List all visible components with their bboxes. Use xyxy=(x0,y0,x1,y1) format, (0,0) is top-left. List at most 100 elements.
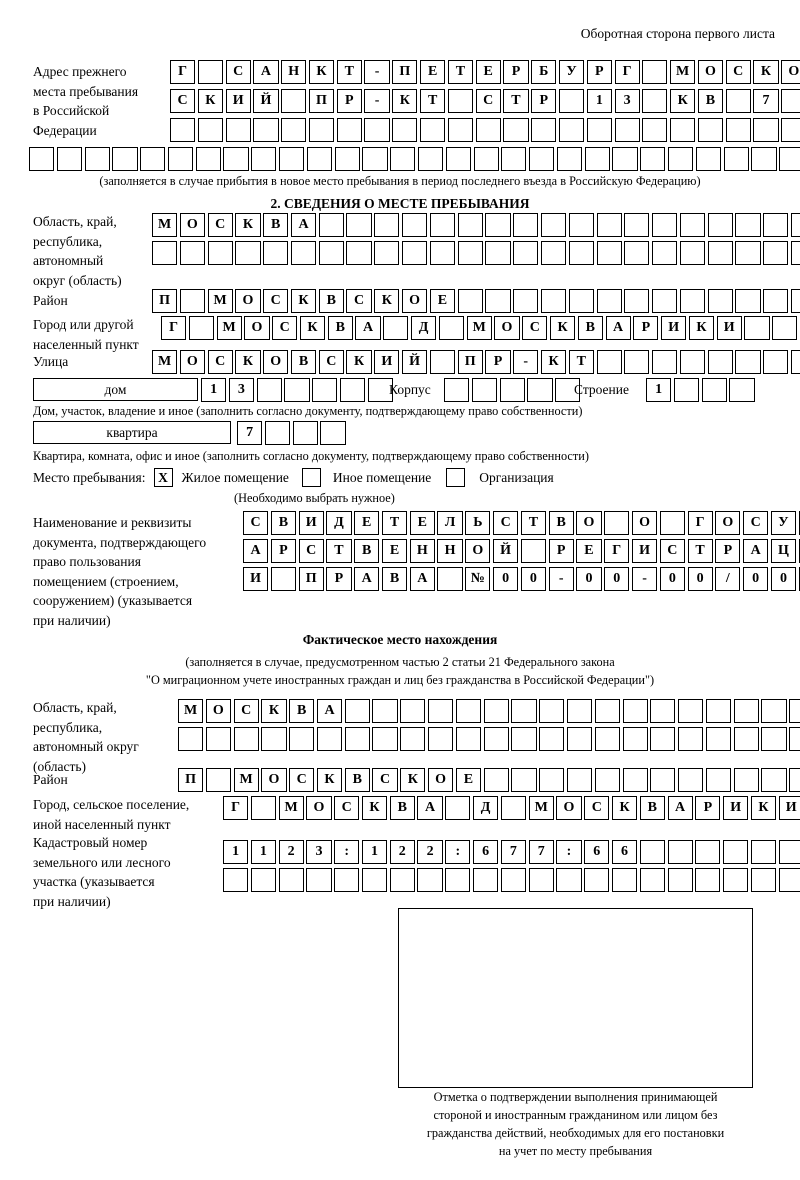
comb-cell[interactable]: Т xyxy=(381,511,408,535)
comb-cell[interactable] xyxy=(735,241,761,265)
comb-cell[interactable]: Т xyxy=(326,539,352,563)
comb-cell[interactable]: А xyxy=(243,539,269,563)
comb-cell[interactable]: С xyxy=(659,539,685,563)
comb-cell[interactable] xyxy=(763,350,789,374)
comb-cell[interactable]: В xyxy=(639,796,665,820)
comb-cell[interactable] xyxy=(290,241,317,265)
comb-cell[interactable]: П xyxy=(152,289,178,313)
comb-cell[interactable] xyxy=(596,350,622,374)
comb-cell[interactable] xyxy=(584,868,610,892)
comb-cell[interactable]: С xyxy=(298,539,324,563)
comb-cell[interactable] xyxy=(789,768,800,792)
comb-cell[interactable]: С xyxy=(334,796,360,820)
comb-cell[interactable]: С xyxy=(584,796,610,820)
comb-cell[interactable]: 6 xyxy=(473,840,499,864)
comb-cell[interactable] xyxy=(84,147,110,171)
comb-cell[interactable]: И xyxy=(243,567,269,591)
comb-cell[interactable]: 1 xyxy=(201,378,227,402)
comb-cell[interactable]: И xyxy=(374,350,400,374)
comb-cell[interactable] xyxy=(673,378,699,402)
comb-cell[interactable] xyxy=(652,241,678,265)
comb-cell[interactable] xyxy=(279,147,305,171)
comb-cell[interactable] xyxy=(417,147,444,171)
comb-cell[interactable] xyxy=(723,868,749,892)
comb-cell[interactable]: К xyxy=(540,350,567,374)
comb-cell[interactable] xyxy=(152,241,178,265)
comb-cell[interactable] xyxy=(695,147,721,171)
comb-cell[interactable] xyxy=(622,699,648,723)
comb-cell[interactable] xyxy=(705,727,732,751)
comb-cell[interactable] xyxy=(308,118,335,142)
comb-cell[interactable]: П xyxy=(457,350,483,374)
comb-cell[interactable]: М xyxy=(528,796,554,820)
comb-cell[interactable]: П xyxy=(308,89,335,113)
prev-address-row-full[interactable] xyxy=(29,147,800,171)
comb-cell[interactable] xyxy=(596,241,622,265)
section2-region-row-2[interactable] xyxy=(152,241,800,265)
comb-cell[interactable] xyxy=(500,796,526,820)
comb-cell[interactable] xyxy=(344,699,370,723)
comb-cell[interactable] xyxy=(445,868,471,892)
comb-cell[interactable]: К xyxy=(670,89,696,113)
comb-cell[interactable]: С xyxy=(243,511,269,535)
comb-cell[interactable] xyxy=(513,241,539,265)
comb-cell[interactable] xyxy=(485,241,511,265)
comb-cell[interactable]: М xyxy=(152,213,178,237)
comb-cell[interactable]: В xyxy=(697,89,724,113)
comb-cell[interactable] xyxy=(455,699,481,723)
comb-cell[interactable] xyxy=(659,511,685,535)
comb-cell[interactable] xyxy=(528,868,554,892)
comb-cell[interactable]: В xyxy=(290,350,317,374)
comb-cell[interactable] xyxy=(179,289,205,313)
comb-cell[interactable]: С xyxy=(263,289,289,313)
comb-cell[interactable]: У xyxy=(558,60,585,84)
comb-cell[interactable]: С xyxy=(318,350,344,374)
comb-cell[interactable]: Т xyxy=(503,89,529,113)
comb-cell[interactable]: М xyxy=(466,316,492,340)
comb-cell[interactable] xyxy=(624,350,650,374)
comb-cell[interactable]: Р xyxy=(695,796,721,820)
comb-cell[interactable]: М xyxy=(278,796,304,820)
comb-cell[interactable] xyxy=(789,727,800,751)
comb-cell[interactable]: 2 xyxy=(417,840,443,864)
comb-cell[interactable] xyxy=(622,727,648,751)
comb-cell[interactable] xyxy=(334,868,360,892)
comb-cell[interactable]: В xyxy=(381,567,408,591)
comb-cell[interactable] xyxy=(568,241,594,265)
comb-cell[interactable]: 0 xyxy=(576,567,602,591)
comb-cell[interactable] xyxy=(540,213,567,237)
comb-cell[interactable]: 1 xyxy=(250,840,276,864)
comb-cell[interactable] xyxy=(457,213,483,237)
comb-cell[interactable] xyxy=(223,868,249,892)
comb-cell[interactable]: 1 xyxy=(361,840,388,864)
korpus-cells[interactable] xyxy=(444,378,583,402)
comb-cell[interactable]: К xyxy=(750,796,777,820)
comb-cell[interactable]: О xyxy=(179,350,205,374)
comb-cell[interactable]: О xyxy=(402,289,428,313)
comb-cell[interactable]: Е xyxy=(381,539,408,563)
comb-cell[interactable]: В xyxy=(270,511,296,535)
comb-cell[interactable] xyxy=(195,147,221,171)
comb-cell[interactable]: И xyxy=(298,511,324,535)
comb-cell[interactable]: О xyxy=(263,350,289,374)
cadastre-row-2[interactable] xyxy=(223,868,800,892)
comb-cell[interactable] xyxy=(642,89,668,113)
comb-cell[interactable]: 0 xyxy=(770,567,797,591)
comb-cell[interactable] xyxy=(556,147,583,171)
comb-cell[interactable]: Т xyxy=(336,60,362,84)
comb-cell[interactable]: А xyxy=(743,539,769,563)
comb-cell[interactable]: Л xyxy=(437,511,463,535)
comb-cell[interactable] xyxy=(568,289,594,313)
comb-cell[interactable] xyxy=(511,727,537,751)
comb-cell[interactable] xyxy=(639,868,665,892)
comb-cell[interactable]: И xyxy=(778,796,800,820)
comb-cell[interactable] xyxy=(778,840,800,864)
comb-cell[interactable]: 3 xyxy=(306,840,332,864)
comb-cell[interactable] xyxy=(751,147,777,171)
comb-cell[interactable]: П xyxy=(298,567,324,591)
